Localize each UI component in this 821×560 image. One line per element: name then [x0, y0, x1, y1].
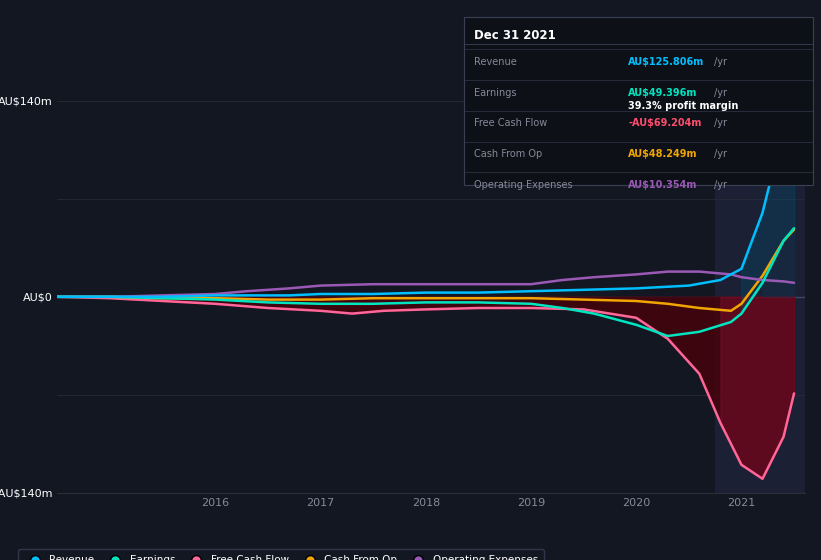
Text: AU$10.354m: AU$10.354m: [628, 180, 698, 190]
Bar: [715, 101, 805, 493]
Text: /yr: /yr: [714, 180, 727, 190]
Text: Free Cash Flow: Free Cash Flow: [474, 119, 547, 128]
Text: AU$49.396m: AU$49.396m: [628, 87, 698, 97]
Legend: Revenue, Earnings, Free Cash Flow, Cash From Op, Operating Expenses: Revenue, Earnings, Free Cash Flow, Cash …: [18, 549, 544, 560]
Text: AU$125.806m: AU$125.806m: [628, 57, 704, 67]
Text: /yr: /yr: [714, 150, 727, 160]
Text: /yr: /yr: [714, 87, 727, 97]
Text: Earnings: Earnings: [474, 87, 516, 97]
Text: Cash From Op: Cash From Op: [474, 150, 542, 160]
Text: Dec 31 2021: Dec 31 2021: [474, 29, 556, 42]
Text: AU$48.249m: AU$48.249m: [628, 150, 698, 160]
Text: Revenue: Revenue: [474, 57, 516, 67]
Text: -AU$69.204m: -AU$69.204m: [628, 119, 701, 128]
Text: Operating Expenses: Operating Expenses: [474, 180, 572, 190]
Text: /yr: /yr: [714, 57, 727, 67]
Text: /yr: /yr: [714, 119, 727, 128]
Text: 39.3% profit margin: 39.3% profit margin: [628, 101, 738, 111]
